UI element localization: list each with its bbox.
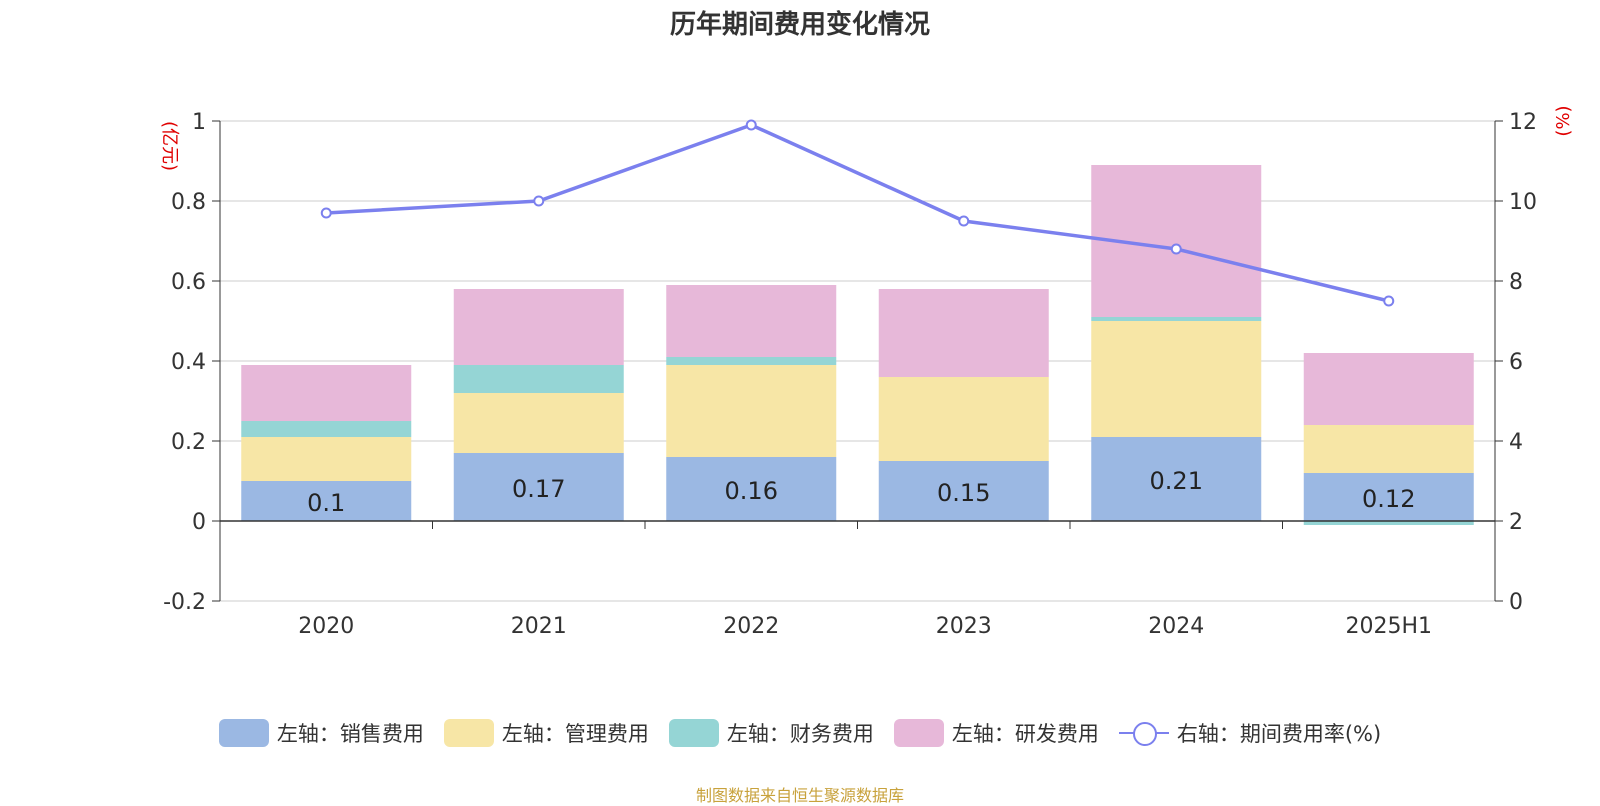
- left-axis-unit: (亿元): [159, 121, 180, 171]
- legend-label: 左轴：财务费用: [726, 722, 874, 746]
- left-tick-label: 0.4: [171, 350, 206, 375]
- bar-segment: [1091, 317, 1262, 321]
- bar-segment: [241, 421, 412, 437]
- legend-item[interactable]: 左轴：研发费用: [893, 718, 1099, 748]
- rate-point: [745, 119, 757, 131]
- left-tick-label: 0.2: [171, 430, 206, 455]
- bar-segment: [1303, 521, 1474, 525]
- data-label: 0.12: [1362, 485, 1415, 513]
- legend-item[interactable]: 右轴：期间费用率(%): [1118, 718, 1382, 748]
- x-tick-label: 2020: [298, 614, 354, 639]
- x-tick-label: 2021: [511, 614, 567, 639]
- legend-label: 左轴：管理费用: [501, 722, 649, 746]
- data-labels: 0.1 0.17 0.16 0.15 0.21 0.12: [307, 467, 1415, 517]
- bar-segment: [1091, 437, 1262, 521]
- legend-label: 右轴：期间费用率(%): [1176, 722, 1382, 746]
- rate-point: [958, 215, 970, 227]
- bar-segment: [241, 437, 412, 481]
- legend-swatch: [218, 719, 269, 747]
- right-tick-label: 8: [1509, 270, 1523, 295]
- x-tick-label: 2025H1: [1345, 614, 1432, 639]
- bar-segment: [878, 289, 1049, 377]
- bar-segment: [666, 357, 837, 365]
- legend-item[interactable]: 左轴：管理费用: [443, 718, 649, 748]
- bar-segment: [1303, 353, 1474, 425]
- right-axis-unit: (%): [1553, 105, 1574, 136]
- legend-label: 左轴：研发费用: [951, 722, 1099, 746]
- left-tick-label: 0: [192, 510, 206, 535]
- right-tick-label: 2: [1509, 510, 1523, 535]
- grid-lines: [220, 120, 1495, 602]
- left-tick-label: -0.2: [163, 590, 206, 615]
- chart-title: 历年期间费用变化情况: [669, 10, 930, 40]
- bar-segment: [1303, 473, 1474, 521]
- right-tick-label: 10: [1509, 190, 1537, 215]
- legend-swatch: [893, 719, 944, 747]
- legend-swatch: [668, 719, 719, 747]
- data-label: 0.16: [725, 477, 778, 505]
- bar-segment: [878, 461, 1049, 521]
- rate-line: [320, 119, 1395, 307]
- legend-label: 左轴：销售费用: [276, 722, 424, 746]
- legend-swatch: [443, 719, 494, 747]
- right-tick-label: 12: [1509, 110, 1537, 135]
- legend-item[interactable]: 左轴：财务费用: [668, 718, 874, 748]
- left-tick-label: 1: [192, 110, 206, 135]
- data-label: 0.1: [307, 489, 345, 517]
- rate-line-path: [326, 123, 1390, 303]
- bar-segment: [453, 365, 624, 393]
- legend-item[interactable]: 左轴：销售费用: [218, 718, 424, 748]
- rate-point: [533, 195, 545, 207]
- legend-line-marker: [1118, 719, 1169, 747]
- bar-segment: [1303, 425, 1474, 473]
- bar-segment: [453, 393, 624, 453]
- left-tick-label: 0.6: [171, 270, 206, 295]
- right-tick-label: 6: [1509, 350, 1523, 375]
- data-label: 0.17: [512, 475, 565, 503]
- x-tick-label: 2024: [1148, 614, 1204, 639]
- x-tick-label: 2022: [723, 614, 779, 639]
- bar-segment: [241, 481, 412, 521]
- x-tick-label: 2023: [936, 614, 992, 639]
- bars: [241, 165, 1474, 525]
- right-tick-label: 0: [1509, 590, 1523, 615]
- bar-segment: [241, 365, 412, 421]
- bar-segment: [453, 453, 624, 521]
- right-tick-label: 4: [1509, 430, 1523, 455]
- data-label: 0.21: [1150, 467, 1203, 495]
- bar-segment: [453, 289, 624, 365]
- legend: 左轴：销售费用 左轴：管理费用 左轴：财务费用 左轴：研发费用 右轴：期间费用率(%): [0, 718, 1600, 748]
- bar-segment: [666, 457, 837, 521]
- bar-segment: [1091, 321, 1262, 437]
- left-tick-label: 0.8: [171, 190, 206, 215]
- rate-point: [320, 207, 332, 219]
- source-note: 制图数据来自恒生聚源数据库: [695, 786, 904, 805]
- rate-point: [1170, 243, 1182, 255]
- data-label: 0.15: [937, 479, 990, 507]
- bar-segment: [878, 377, 1049, 461]
- bar-segment: [666, 365, 837, 457]
- bar-segment: [666, 285, 837, 357]
- rate-point: [1383, 295, 1395, 307]
